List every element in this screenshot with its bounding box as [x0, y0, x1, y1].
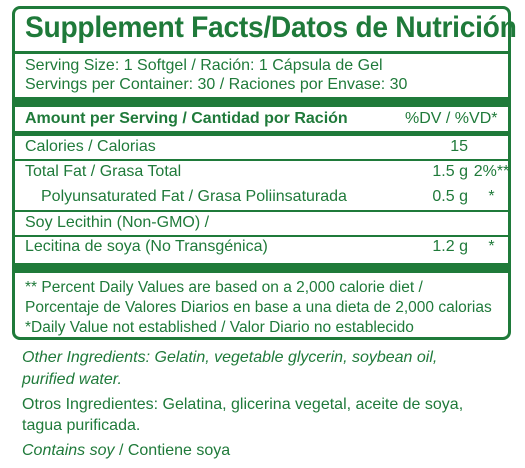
- contains-es: Contiene soya: [127, 442, 231, 459]
- nutrient-amount: 1.2 g: [432, 238, 468, 255]
- nutrient-label: Soy Lecithin (Non-GMO) /: [25, 214, 210, 231]
- other-ingredients-en-cont: purified water.: [22, 371, 122, 388]
- row-divider: [15, 159, 508, 161]
- serving-size: Serving Size: 1 Softgel / Ración: 1 Cáps…: [25, 57, 383, 74]
- other-ingredients-es-cont: tagua purificada.: [22, 417, 141, 434]
- panel-title: Supplement Facts/Datos de Nutrición: [25, 11, 517, 44]
- other-ingredients-es: Otros Ingredientes: Gelatina, glicerina …: [22, 396, 464, 413]
- table-row: Lecitina de soya (No Transgénica) 1.2 g …: [25, 238, 500, 256]
- table-row: Polyunsaturated Fat / Grasa Poliinsatura…: [25, 188, 500, 206]
- thick-divider: [15, 97, 508, 107]
- header-divider: [15, 131, 508, 136]
- amount-per-serving-label: Amount per Serving / Cantidad por Ración: [25, 110, 348, 127]
- contains-allergen: Contains soy / Contiene soya: [22, 442, 230, 460]
- nutrient-label: Calories / Calorias: [25, 138, 156, 155]
- dv-label: %DV / %VD*: [405, 110, 498, 127]
- footnote-line: *Daily Value not established / Valor Dia…: [25, 319, 414, 336]
- nutrient-label: Total Fat / Grasa Total: [25, 163, 182, 180]
- nutrient-dv: *: [488, 188, 495, 205]
- table-header: Amount per Serving / Cantidad por Ración…: [25, 110, 500, 128]
- nutrient-amount: 1.5 g: [432, 163, 468, 180]
- title-divider: [15, 51, 508, 54]
- nutrient-amount: 15: [450, 138, 468, 155]
- table-row: Total Fat / Grasa Total 1.5 g 2%**: [25, 163, 509, 181]
- nutrient-label: Lecitina de soya (No Transgénica): [25, 238, 268, 255]
- footnote-line: Porcentaje de Valores Diarios en base a …: [25, 299, 492, 316]
- contains-separator: /: [114, 442, 128, 459]
- supplement-facts-panel: Supplement Facts/Datos de Nutrición Serv…: [12, 6, 517, 340]
- nutrient-label: Polyunsaturated Fat / Grasa Poliinsatura…: [41, 188, 347, 205]
- thick-divider: [15, 263, 508, 273]
- row-divider: [15, 235, 508, 237]
- table-row: Soy Lecithin (Non-GMO) /: [25, 214, 500, 232]
- other-ingredients-en: Other Ingredients: Gelatin, vegetable gl…: [22, 349, 438, 366]
- nutrient-dv: *: [488, 238, 495, 255]
- nutrient-dv: 2%**: [473, 163, 510, 180]
- servings-per-container: Servings per Container: 30 / Raciones po…: [25, 76, 408, 93]
- row-divider: [15, 210, 508, 212]
- nutrient-amount: 0.5 g: [432, 188, 468, 205]
- table-row: Calories / Calorias 15: [25, 138, 500, 156]
- footnote-line: ** Percent Daily Values are based on a 2…: [25, 279, 423, 296]
- contains-en: Contains soy: [22, 442, 115, 459]
